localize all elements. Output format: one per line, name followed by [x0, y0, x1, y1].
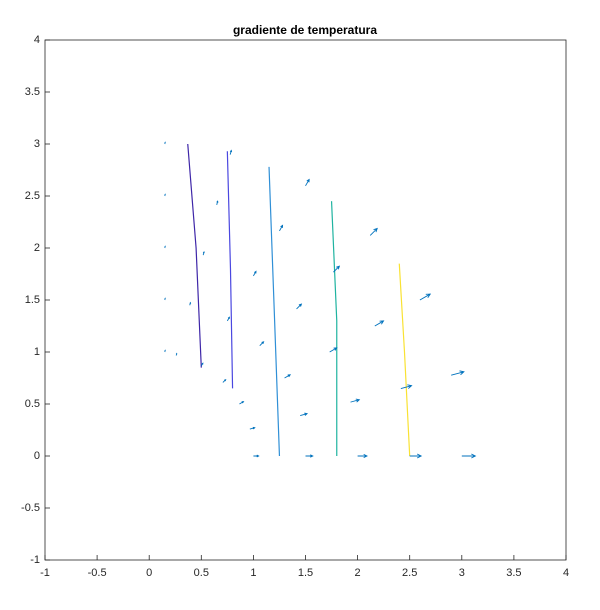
arrow — [305, 454, 314, 458]
x-tick-label: 0.5 — [194, 567, 209, 579]
arrow — [253, 270, 257, 277]
arrow — [333, 265, 341, 273]
x-tick-label: 3.5 — [506, 567, 521, 579]
arrow — [216, 200, 219, 205]
y-tick-label: 1.5 — [25, 294, 40, 306]
arrow — [279, 224, 284, 232]
x-tick-label: 1.5 — [298, 567, 313, 579]
y-tick-label: 2.5 — [25, 190, 40, 202]
arrow — [451, 370, 465, 376]
contour-line — [398, 263, 411, 457]
arrow — [164, 349, 166, 353]
arrow — [400, 384, 413, 390]
x-tick-label: 0 — [146, 567, 152, 579]
x-tick-label: 1 — [250, 567, 256, 579]
arrow — [305, 178, 310, 187]
x-tick-label: 4 — [563, 567, 569, 579]
arrow — [239, 401, 245, 405]
plot-frame — [44, 39, 567, 561]
arrow — [253, 454, 260, 458]
arrow — [284, 374, 292, 379]
arrow — [226, 316, 230, 322]
y-tick-label: 2 — [34, 242, 40, 254]
arrow — [329, 347, 338, 353]
y-tick-label: 4 — [34, 34, 40, 46]
x-tick-label: -1 — [40, 567, 50, 579]
arrow — [164, 297, 166, 301]
y-tick-label: -1 — [30, 554, 40, 566]
y-tick-label: 3.5 — [25, 86, 40, 98]
arrow — [222, 378, 227, 383]
arrow — [296, 303, 303, 310]
arrow — [374, 320, 385, 327]
contour-line — [268, 166, 281, 457]
contour-line — [330, 201, 338, 456]
y-tick-label: -0.5 — [21, 502, 40, 514]
x-tick-label: 2 — [355, 567, 361, 579]
arrow — [164, 141, 166, 145]
y-tick-label: 0.5 — [25, 398, 40, 410]
arrow — [369, 227, 378, 236]
chart-title: gradiente de temperatura — [233, 23, 377, 37]
arrow — [350, 398, 361, 403]
x-tick-label: -0.5 — [88, 567, 107, 579]
arrow — [164, 245, 166, 249]
arrow — [357, 453, 368, 459]
y-tick-label: 3 — [34, 138, 40, 150]
arrow — [202, 250, 205, 256]
arrow — [461, 453, 477, 459]
arrow — [419, 293, 432, 301]
arrow — [175, 352, 178, 356]
arrow — [229, 149, 233, 155]
x-tick-label: 3 — [459, 567, 465, 579]
arrow — [249, 426, 256, 430]
y-tick-label: 1 — [34, 346, 40, 358]
arrow — [300, 412, 309, 416]
y-tick-label: 0 — [34, 450, 40, 462]
arrow — [409, 453, 423, 459]
arrow — [259, 341, 265, 346]
x-tick-label: 2.5 — [402, 567, 417, 579]
arrow — [200, 362, 204, 367]
contour-line — [226, 151, 234, 389]
arrow — [164, 193, 166, 197]
contour-line — [187, 143, 202, 368]
arrow — [189, 301, 192, 306]
